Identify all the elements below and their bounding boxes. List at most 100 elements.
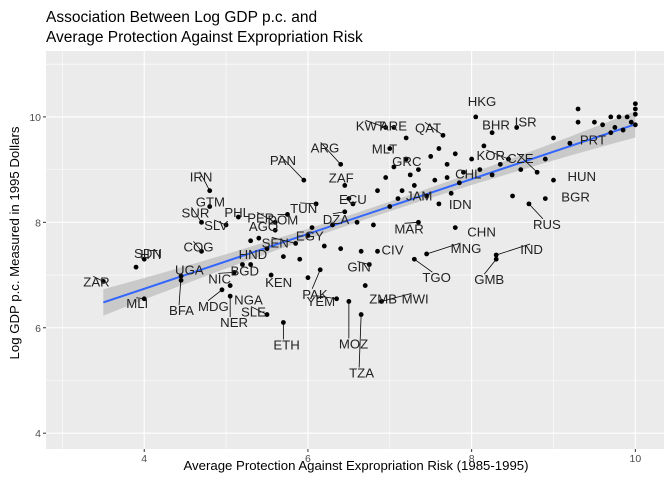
point-label-hun: HUN [567, 169, 596, 184]
data-point [461, 169, 466, 175]
data-point [403, 135, 409, 141]
data-point [424, 193, 430, 199]
x-tick-label: 8 [469, 453, 475, 465]
data-point-bhr [489, 130, 495, 136]
data-point-ind [493, 252, 499, 258]
point-label-are: ARE [380, 118, 407, 133]
point-label-mng: MNG [451, 241, 482, 256]
point-label-kor: KOR [476, 148, 505, 163]
data-point-sen [293, 241, 299, 246]
data-point-civ [375, 248, 380, 254]
label-leader-line [404, 221, 419, 224]
label-leader-line [320, 142, 341, 165]
point-label-gin: GIN [347, 259, 370, 274]
point-label-nic: NIC [208, 271, 231, 286]
point-label-pak: PAK [302, 287, 328, 302]
point-label-bgr: BGR [561, 190, 590, 205]
data-point [632, 111, 638, 117]
point-label-sdn: SDN [134, 246, 162, 261]
data-point [432, 177, 438, 183]
point-label-gmb: GMB [474, 272, 504, 287]
label-leader-line [178, 276, 182, 306]
point-label-ago: AGO [249, 219, 278, 234]
data-point-hun [551, 177, 556, 183]
data-point [416, 167, 421, 173]
x-axis-title: Average Protection Against Expropriation… [183, 458, 528, 473]
point-label-cze: CZE [507, 151, 534, 166]
data-point [616, 114, 622, 120]
data-point-ago [256, 235, 262, 241]
plot-panel: ZARMLISDNHTIUGABFACOGSURIRNGTMMDGSLVNGAN… [46, 51, 664, 449]
point-label-isr: ISR [515, 114, 537, 129]
data-point-mlt [387, 146, 393, 151]
data-point [399, 188, 405, 194]
label-leader-line [193, 241, 202, 252]
label-leader-line [93, 276, 104, 282]
data-point [264, 246, 270, 252]
point-label-arg: ARG [311, 140, 340, 155]
data-point-grc [403, 156, 409, 162]
point-label-hkg: HKG [468, 94, 497, 109]
point-label-dza: DZA [323, 212, 350, 227]
point-label-hti: HTI [140, 247, 161, 262]
data-point [321, 243, 327, 249]
data-point-hnd [248, 238, 254, 244]
label-leader-line [218, 272, 235, 274]
data-point-per [272, 219, 278, 225]
data-point [477, 167, 483, 173]
point-label-slv: SLV [204, 218, 228, 233]
data-point [309, 225, 315, 230]
label-leader-line [358, 314, 362, 368]
point-label-moz: MOZ [339, 336, 368, 351]
data-point-idn [436, 201, 442, 207]
point-label-bhr: BHR [482, 118, 510, 133]
data-point [358, 248, 364, 254]
data-point [510, 193, 515, 199]
label-leader-line [136, 297, 145, 300]
data-point [620, 127, 626, 133]
label-leader-line [414, 258, 433, 273]
data-point-hkg [473, 114, 479, 120]
y-tick-label: 10 [29, 112, 41, 124]
data-point [330, 222, 335, 228]
label-leader-line [424, 122, 444, 136]
data-point [628, 119, 634, 125]
data-point-bgr [542, 196, 548, 202]
point-label-uga: UGA [175, 262, 204, 277]
point-label-ind: IND [520, 242, 543, 257]
data-point [448, 190, 454, 196]
label-leader-line [496, 243, 531, 256]
data-point-bgd [240, 262, 245, 267]
point-label-ner: NER [220, 315, 248, 330]
data-point-ecu [350, 201, 356, 207]
data-point [575, 119, 581, 125]
data-point-jam [395, 196, 401, 202]
label-leader-line [199, 171, 211, 191]
point-label-irn: IRN [190, 170, 213, 185]
data-point [612, 125, 618, 130]
data-point-ken [268, 272, 274, 278]
data-point [280, 254, 286, 259]
data-point [632, 122, 638, 128]
data-point [456, 180, 462, 186]
label-leader-line [311, 269, 321, 289]
data-point-gtm [207, 204, 213, 209]
point-label-sen: SEN [262, 235, 289, 250]
data-point [551, 135, 556, 141]
point-label-ecu: ECU [339, 192, 367, 207]
data-point-hti [141, 256, 147, 262]
point-label-phl: PHL [224, 205, 250, 220]
point-label-eth: ETH [273, 337, 299, 352]
point-label-chl: CHL [455, 167, 481, 182]
data-point [375, 188, 380, 194]
point-label-dom: DOM [267, 212, 298, 227]
data-point [542, 156, 548, 162]
data-point [371, 222, 376, 228]
point-label-jam: JAM [406, 189, 432, 204]
point-label-per: PER [247, 210, 274, 225]
point-label-prt: PRT [580, 132, 606, 147]
label-leader-line [483, 258, 497, 275]
x-tick-label: 4 [141, 453, 147, 465]
label-leader-line [486, 149, 509, 160]
